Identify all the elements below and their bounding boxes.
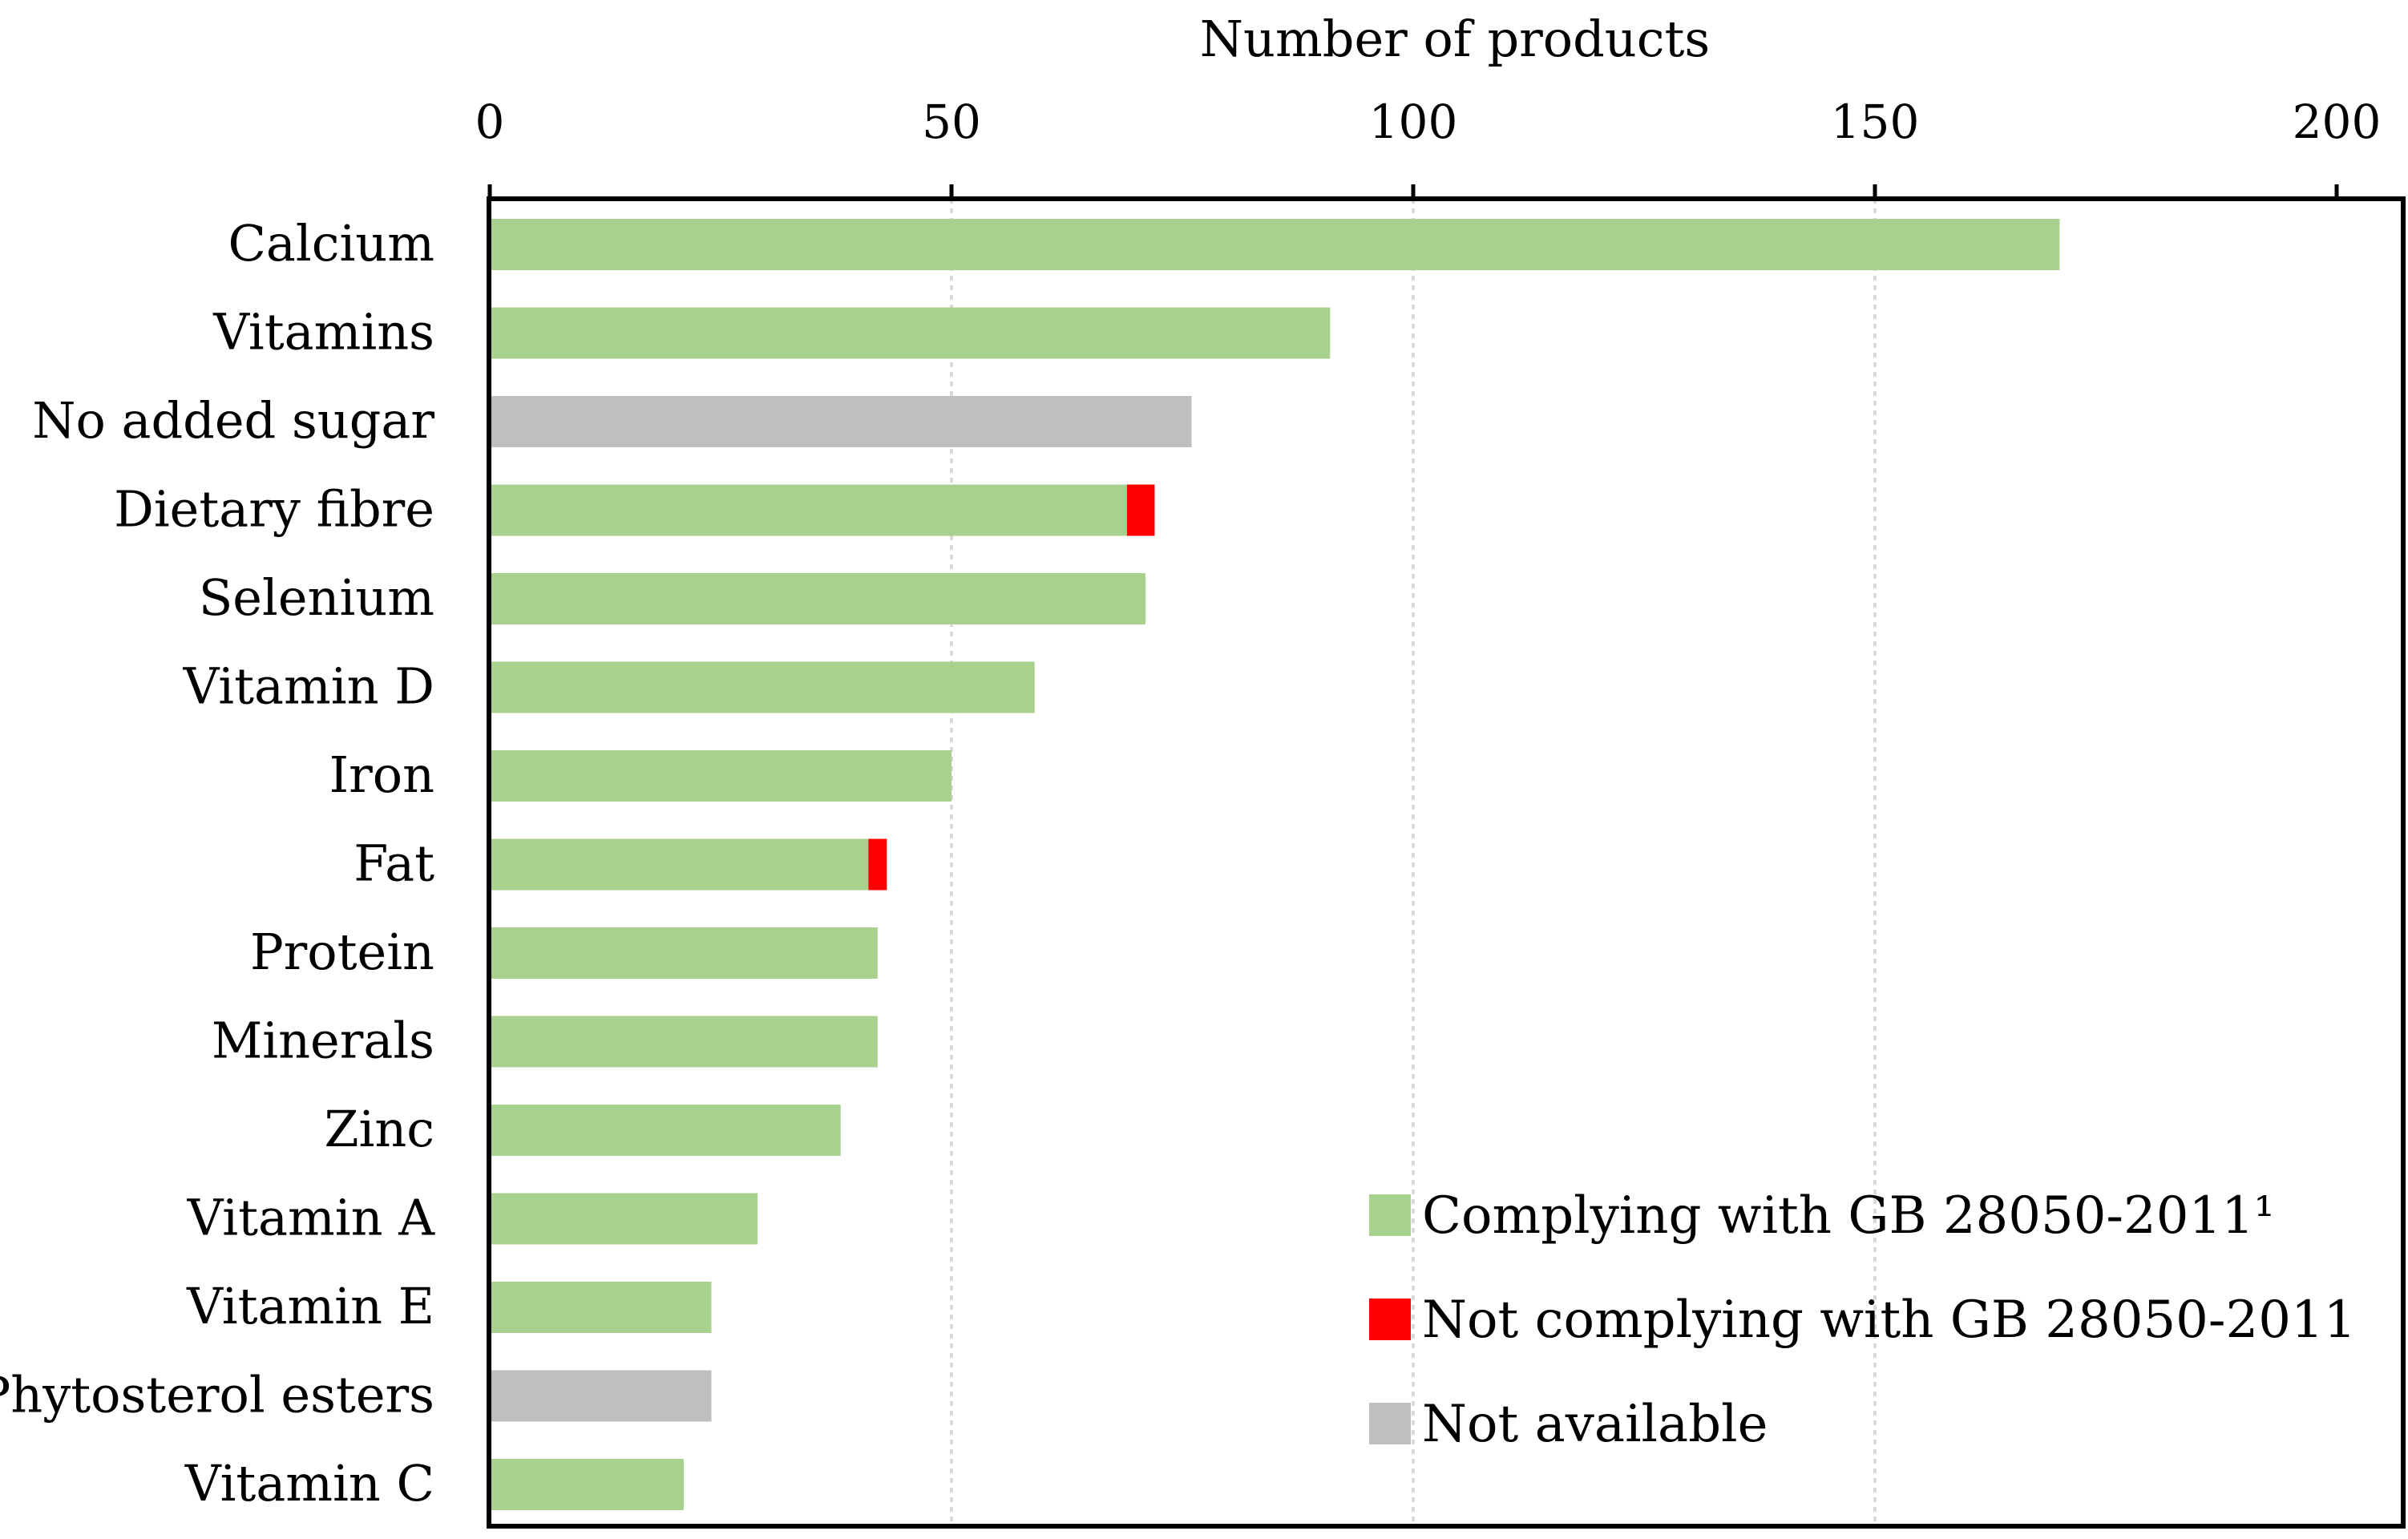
category-labels: Calcium Vitamins No added sugar Dietary fib…: [0, 214, 435, 1513]
bar-fat-series-1: [868, 838, 887, 891]
category-label-vitamin-a: Vitamin A: [187, 1189, 436, 1247]
category-label-zinc: Zinc: [324, 1100, 434, 1158]
category-label-dietary-fibre: Dietary fibre: [114, 480, 434, 539]
bars: [490, 219, 2060, 1510]
bar-dietary-fibre-series-1: [1126, 484, 1155, 536]
bar-vitamin-d-series-0: [490, 661, 1035, 713]
legend-label-0: Complying with GB 28050-2011¹: [1422, 1186, 2275, 1246]
bar-phytosterol-esters-series-2: [490, 1370, 712, 1422]
category-label-vitamin-d: Vitamin D: [183, 657, 434, 716]
category-label-minerals: Minerals: [212, 1012, 434, 1070]
category-label-calcium: Calcium: [228, 214, 434, 273]
bar-vitamin-e-series-0: [490, 1282, 712, 1333]
legend-swatch-2: [1369, 1403, 1411, 1444]
bar-zinc-series-0: [490, 1105, 841, 1156]
bar-calcium-series-0: [490, 219, 2060, 270]
category-label-selenium: Selenium: [199, 568, 434, 627]
bar-selenium-series-0: [490, 573, 1145, 624]
bar-no-added-sugar-series-2: [490, 396, 1192, 447]
legend-label-1: Not complying with GB 28050-2011: [1422, 1291, 2356, 1350]
tick-label-200: 200: [2293, 95, 2382, 149]
category-label-vitamin-e: Vitamin E: [186, 1277, 434, 1335]
bar-vitamins-series-0: [490, 307, 1331, 359]
category-label-protein: Protein: [250, 923, 434, 981]
category-label-vitamins: Vitamins: [212, 303, 434, 362]
tick-label-50: 50: [922, 95, 981, 149]
tick-label-150: 150: [1831, 95, 1920, 149]
category-label-iron: Iron: [329, 745, 434, 804]
category-label-no-added-sugar: No added sugar: [32, 391, 434, 450]
category-label-vitamin-c: Vitamin C: [184, 1454, 434, 1513]
x-axis-ticks: 0 50 100 150 200: [475, 95, 2382, 199]
legend-swatch-1: [1369, 1299, 1411, 1340]
bar-vitamin-a-series-0: [490, 1193, 758, 1245]
legend-label-2: Not available: [1422, 1395, 1768, 1454]
legend-swatch-0: [1369, 1194, 1411, 1236]
category-label-phytosterol-esters: Phytosterol esters: [0, 1366, 434, 1424]
bar-vitamin-c-series-0: [490, 1459, 684, 1510]
bar-dietary-fibre-series-0: [490, 484, 1127, 536]
category-label-fat: Fat: [354, 834, 434, 893]
bar-minerals-series-0: [490, 1016, 878, 1068]
bar-iron-series-0: [490, 750, 951, 802]
tick-label-100: 100: [1369, 95, 1458, 149]
tick-label-0: 0: [475, 95, 505, 149]
x-axis-title: Number of products: [1200, 10, 1710, 68]
plot-frame: [487, 196, 2406, 1529]
bar-fat-series-0: [490, 838, 869, 891]
legend: Complying with GB 28050-2011¹ Not complyi…: [1369, 1186, 2356, 1454]
bar-protein-series-0: [490, 927, 878, 979]
